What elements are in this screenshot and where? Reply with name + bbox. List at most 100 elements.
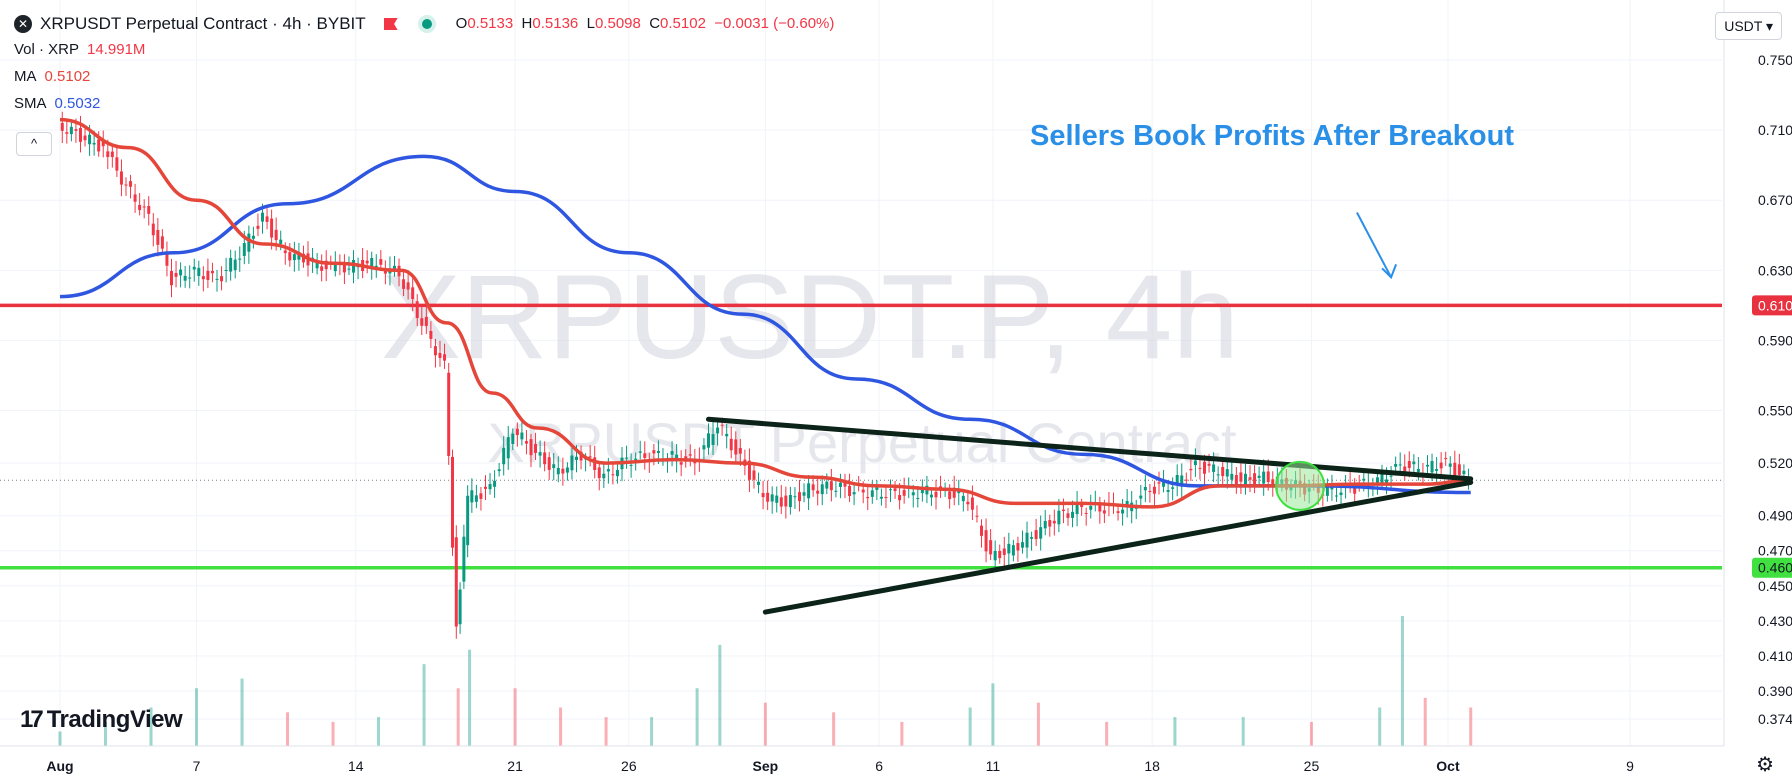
candle — [1239, 463, 1243, 494]
candle — [547, 451, 551, 480]
candle-body — [1002, 548, 1006, 555]
sma-value: 0.5032 — [54, 95, 101, 112]
candle-body — [97, 139, 101, 152]
candle-body — [124, 184, 128, 186]
flag-icon[interactable] — [383, 18, 398, 30]
candle — [797, 479, 801, 512]
legend-ma-row[interactable]: MA 0.5102 — [14, 63, 834, 90]
candle — [256, 213, 260, 237]
candle — [224, 257, 228, 283]
candle-body — [1162, 481, 1166, 487]
x-tick-label-10: Oct — [1436, 758, 1460, 774]
candle-body — [247, 233, 251, 252]
candle-body — [261, 212, 265, 222]
candle-body — [1052, 520, 1056, 524]
candle-body — [702, 445, 706, 450]
candle-body — [1157, 482, 1161, 484]
candle-body — [807, 483, 811, 499]
candle — [438, 340, 442, 367]
candle-body — [1439, 462, 1443, 469]
x-tick-label-0: Aug — [46, 758, 73, 774]
candle-body — [634, 458, 638, 461]
candle — [1435, 457, 1439, 484]
candle — [802, 483, 806, 503]
volume-bar-17 — [763, 702, 767, 746]
candle-body — [320, 266, 324, 271]
legend-vol-row[interactable]: Vol · XRP 14.991M — [14, 36, 834, 63]
candle-body — [975, 515, 979, 517]
candle-body — [462, 536, 466, 582]
candle-body — [779, 497, 783, 507]
candle-body — [934, 491, 938, 498]
candle — [693, 448, 697, 476]
candle — [451, 449, 454, 556]
candle-body — [575, 456, 579, 461]
candle — [265, 208, 269, 230]
trendline-lower — [762, 479, 1474, 615]
candle — [939, 475, 943, 499]
volume-bar-18 — [832, 712, 836, 746]
candle-body — [1425, 464, 1429, 467]
candle — [1043, 509, 1047, 536]
candle-body — [656, 450, 660, 453]
candle — [511, 428, 515, 451]
candle — [147, 196, 151, 226]
candle — [793, 487, 797, 509]
legend-sma-row[interactable]: SMA 0.5032 — [14, 90, 834, 117]
candle-body — [488, 484, 492, 490]
candle — [69, 120, 73, 142]
candle-body — [1212, 464, 1216, 472]
candle — [1134, 499, 1138, 520]
candle-body — [433, 346, 437, 356]
candle — [552, 453, 556, 481]
candle-body — [980, 525, 984, 536]
candle-body — [970, 497, 974, 510]
candle-body — [524, 441, 528, 444]
candle — [893, 480, 897, 499]
candle-body — [1380, 473, 1384, 483]
candle — [454, 525, 458, 639]
candle — [588, 445, 592, 467]
candle-body — [179, 269, 183, 276]
candle — [970, 485, 974, 521]
x-tick-label-1: 7 — [193, 758, 201, 774]
x-tick-label-7: 11 — [986, 758, 1001, 774]
candle-body — [556, 467, 560, 475]
candle-body — [529, 439, 533, 456]
candle-body — [206, 270, 210, 280]
candle-body — [65, 132, 69, 134]
candle — [1080, 498, 1084, 516]
volume-bar-24 — [1173, 717, 1177, 746]
candle — [757, 472, 761, 494]
tradingview-logo[interactable]: 17 TradingView — [20, 706, 183, 734]
x-tick-label-9: 25 — [1304, 758, 1320, 774]
candle-body — [297, 251, 301, 260]
candle-body — [1325, 486, 1329, 496]
symbol-title[interactable]: XRPUSDT Perpetual Contract · 4h · BYBIT — [40, 14, 366, 33]
candle — [961, 489, 965, 512]
candle-body — [902, 489, 906, 496]
candle — [688, 444, 692, 467]
candle — [1139, 484, 1143, 506]
legend-symbol-row[interactable]: ✕ XRPUSDT Perpetual Contract · 4h · BYBI… — [14, 12, 834, 36]
currency-dropdown[interactable]: USDT ▾ — [1715, 12, 1782, 40]
candle-body — [429, 331, 433, 339]
settings-icon[interactable]: ⚙ — [1756, 754, 1774, 776]
candle-body — [1243, 473, 1247, 486]
candle-body — [451, 456, 454, 548]
collapse-icon[interactable]: ^ — [16, 132, 52, 156]
candle — [1221, 459, 1225, 487]
candle-body — [133, 194, 137, 202]
candle-body — [1271, 479, 1275, 485]
volume-bar-19 — [900, 721, 904, 746]
candle-body — [879, 496, 883, 499]
candle-body — [1375, 477, 1379, 485]
candle — [78, 115, 82, 153]
candle — [424, 304, 428, 335]
candle-body — [411, 287, 415, 300]
